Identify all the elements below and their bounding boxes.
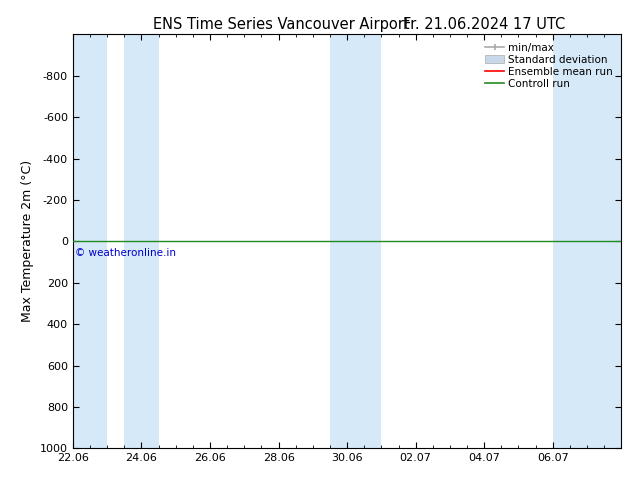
Text: ENS Time Series Vancouver Airport: ENS Time Series Vancouver Airport [153, 17, 410, 32]
Bar [124, 34, 158, 448]
Text: Fr. 21.06.2024 17 UTC: Fr. 21.06.2024 17 UTC [403, 17, 566, 32]
Text: © weatheronline.in: © weatheronline.in [75, 247, 176, 258]
Bar [330, 34, 382, 448]
Bar [73, 34, 107, 448]
Bar [553, 34, 621, 448]
Legend: min/max, Standard deviation, Ensemble mean run, Controll run: min/max, Standard deviation, Ensemble me… [482, 40, 616, 92]
Y-axis label: Max Temperature 2m (°C): Max Temperature 2m (°C) [22, 160, 34, 322]
